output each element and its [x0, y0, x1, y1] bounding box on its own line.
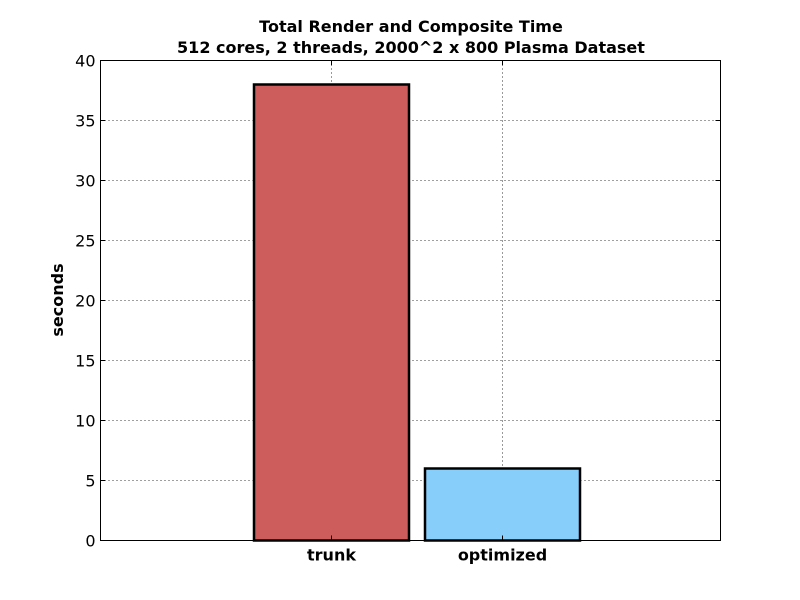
grid-layer [100, 60, 721, 541]
bar-layer [252, 83, 582, 542]
y-axis: 0 5 10 15 20 25 30 35 40 [75, 52, 721, 551]
y-tick-label: 35 [75, 112, 95, 131]
y-tick-label: 20 [75, 292, 95, 311]
x-tick-label: trunk [307, 546, 356, 565]
bar-optimized [423, 467, 582, 542]
y-tick-label: 40 [75, 52, 95, 71]
x-axis: trunk optimized [307, 60, 547, 565]
chart-title-line2: 512 cores, 2 threads, 2000^2 x 800 Plasm… [177, 38, 645, 57]
chart-title-line1: Total Render and Composite Time [259, 17, 563, 36]
y-tick-label: 0 [85, 532, 95, 551]
y-tick-label: 15 [75, 352, 95, 371]
y-axis-label: seconds [48, 263, 67, 336]
y-tick-label: 5 [85, 472, 95, 491]
x-tick-label: optimized [458, 546, 547, 565]
y-tick-label: 10 [75, 412, 95, 431]
y-tick-label: 30 [75, 172, 95, 191]
bar-trunk [252, 83, 411, 542]
y-tick-label: 25 [75, 232, 95, 251]
